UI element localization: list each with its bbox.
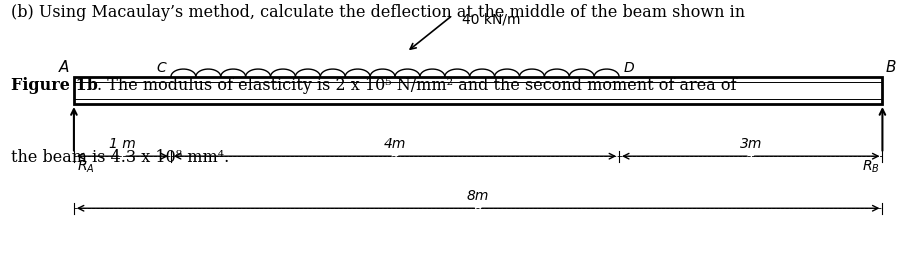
Polygon shape [74, 77, 882, 104]
Text: C: C [156, 61, 166, 75]
Text: $R_B$: $R_B$ [862, 159, 880, 175]
Text: 8m: 8m [467, 189, 490, 203]
Text: Figure 1b: Figure 1b [11, 77, 98, 94]
Text: B: B [885, 60, 895, 75]
Text: 4m: 4m [383, 137, 407, 151]
Text: $R_A$: $R_A$ [77, 159, 94, 175]
Text: (b) Using Macaulay’s method, calculate the deflection at the middle of the beam : (b) Using Macaulay’s method, calculate t… [11, 4, 746, 21]
Text: . The modulus of elasticity is 2 x 10⁵ N/mm² and the second moment of area of: . The modulus of elasticity is 2 x 10⁵ N… [97, 77, 736, 94]
Text: D: D [624, 61, 634, 75]
Text: 3m: 3m [739, 137, 762, 151]
Text: the beam is 4.3 x 10⁸ mm⁴.: the beam is 4.3 x 10⁸ mm⁴. [11, 149, 229, 166]
Text: 40 kN/m: 40 kN/m [462, 12, 520, 26]
Text: A: A [59, 60, 69, 75]
Text: 1 m: 1 m [109, 137, 136, 151]
